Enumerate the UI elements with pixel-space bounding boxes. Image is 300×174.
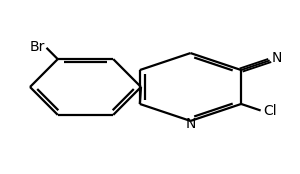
Text: Cl: Cl <box>263 104 277 118</box>
Text: N: N <box>271 51 281 65</box>
Text: N: N <box>185 117 196 130</box>
Text: Br: Br <box>29 40 45 54</box>
